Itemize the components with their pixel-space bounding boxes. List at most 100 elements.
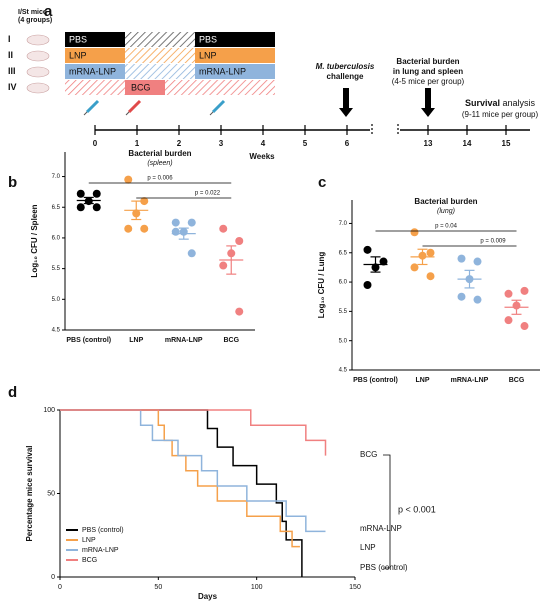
x-axis-label: Days [198, 592, 218, 601]
dose-bar [195, 32, 275, 47]
significance-bracket [383, 454, 391, 569]
week-label: 3 [219, 139, 224, 148]
data-point [235, 307, 244, 316]
y-tick-label: 100 [43, 407, 55, 414]
data-point [76, 203, 85, 212]
dose-bar [195, 48, 275, 63]
y-tick-label: 6.0 [52, 236, 61, 242]
data-point [171, 218, 180, 227]
dose-bar [195, 64, 275, 79]
panel-label: c [318, 174, 326, 191]
chart-subtitle: (spleen) [147, 160, 172, 167]
group-label: IV [8, 82, 17, 92]
challenge-label: challenge [327, 72, 364, 81]
syringe-needle [209, 111, 214, 116]
y-axis-label: Log₁₀ CFU / Lung [317, 252, 326, 319]
syringe-icon [211, 99, 226, 114]
survival-word: Survival [465, 98, 500, 108]
dose-label: LNP [199, 50, 217, 60]
x-tick-label: BCG [509, 377, 525, 384]
y-axis-label: Log₁₀ CFU / Spleen [30, 204, 39, 277]
y-tick-label: 5.5 [52, 266, 61, 272]
x-tick-label: mRNA-LNP [451, 377, 489, 384]
week-label: 5 [303, 139, 308, 148]
data-point [473, 257, 482, 266]
curve-label: mRNA-LNP [360, 524, 402, 533]
data-point [504, 316, 513, 325]
x-tick-label: 100 [251, 584, 263, 591]
panel-label: b [8, 174, 17, 191]
data-point [76, 189, 85, 198]
dose-bar [65, 64, 125, 79]
dose-bar [65, 32, 125, 47]
arrow [421, 88, 435, 117]
data-point [140, 197, 149, 206]
mouse-icon [26, 82, 50, 94]
panel-label: a [44, 3, 53, 20]
y-tick-label: 5.5 [339, 309, 348, 315]
data-point [235, 237, 244, 245]
panel-label: d [8, 384, 17, 401]
y-tick-label: 0 [51, 574, 55, 581]
week-label: 4 [261, 139, 266, 148]
week-label: 2 [177, 139, 182, 148]
y-tick-label: 6.5 [52, 205, 61, 211]
group-label: III [8, 66, 16, 76]
data-point [363, 245, 372, 254]
week-label: 0 [93, 139, 98, 148]
week-label: 15 [502, 139, 511, 148]
y-tick-label: 6.0 [339, 280, 348, 286]
survival-curve [60, 409, 303, 577]
x-tick-label: PBS (control) [353, 377, 398, 384]
chart-title: Bacterial burden [414, 197, 477, 206]
data-point [379, 257, 388, 266]
week-label: 6 [345, 139, 350, 148]
hatch-bar [65, 80, 275, 95]
p-value: p = 0.04 [435, 224, 458, 230]
data-point [219, 261, 228, 270]
x-tick-label: 150 [349, 584, 361, 591]
data-point [410, 228, 419, 237]
chart-title: Bacterial burden [128, 149, 191, 158]
x-tick-label: LNP [416, 377, 430, 384]
dose-label: mRNA-LNP [199, 66, 246, 76]
dose-label: PBS [69, 34, 87, 44]
data-point [426, 248, 435, 257]
mouse-icon [26, 50, 50, 62]
data-point [124, 224, 133, 233]
data-point [171, 227, 180, 236]
chart-subtitle: (lung) [437, 208, 455, 215]
legend-label: LNP [82, 537, 96, 544]
data-point [140, 224, 149, 233]
data-point [187, 218, 196, 227]
survival-curve [60, 409, 300, 548]
mice-label: (4 groups) [18, 17, 52, 24]
y-tick-label: 4.5 [339, 368, 348, 374]
syringe-needle [125, 111, 130, 116]
survival-curve [60, 409, 326, 533]
y-tick-label: 4.5 [52, 328, 61, 334]
axis-title: Weeks [249, 152, 275, 161]
survival-note: (9-11 mice per group) [462, 110, 539, 119]
dose-label: BCG [131, 82, 151, 92]
week-label: 14 [463, 139, 472, 148]
p-value: p = 0.009 [480, 239, 506, 245]
data-point [363, 281, 372, 289]
x-tick-label: PBS (control) [66, 337, 111, 344]
data-point [457, 254, 466, 263]
x-tick-label: 50 [154, 584, 162, 591]
burden-label: in lung and spleen [393, 67, 463, 76]
y-axis-label: Percentage mice survival [25, 445, 34, 541]
dose-label: LNP [69, 50, 87, 60]
legend-label: PBS (control) [82, 527, 124, 534]
legend-label: BCG [82, 557, 97, 564]
y-tick-label: 7.0 [339, 221, 348, 227]
data-point [92, 189, 101, 198]
data-point [520, 286, 529, 295]
data-point [410, 263, 419, 272]
week-label: 13 [424, 139, 433, 148]
mouse-icon [26, 66, 50, 78]
data-point [92, 203, 101, 212]
group-label: II [8, 50, 13, 60]
data-point [520, 322, 529, 331]
